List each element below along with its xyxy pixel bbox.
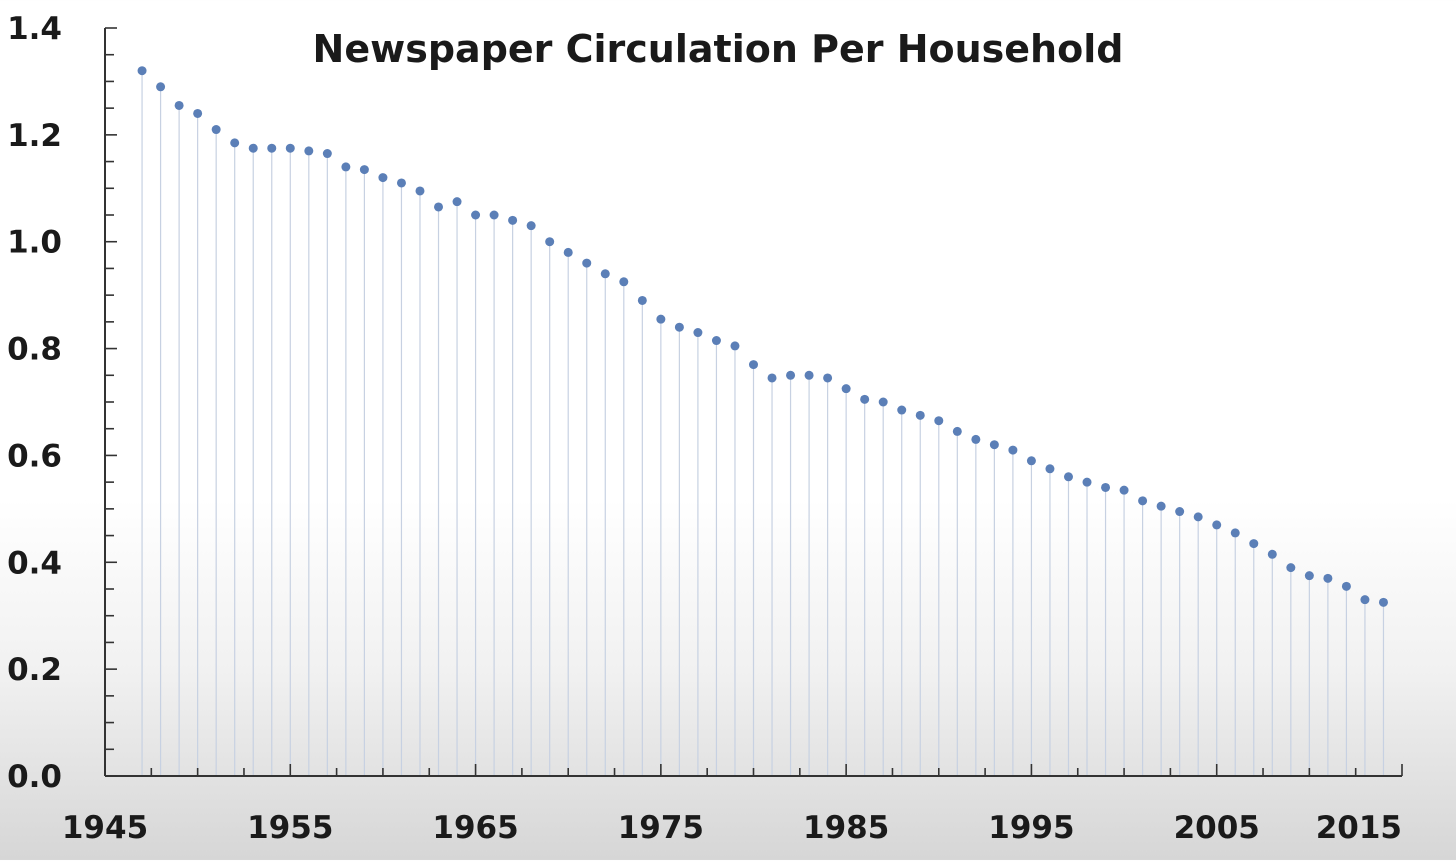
data-point (1212, 520, 1222, 530)
data-point (1286, 563, 1296, 573)
data-points (137, 66, 1388, 607)
data-point (1249, 539, 1259, 549)
data-point (823, 373, 833, 383)
data-point (248, 143, 258, 153)
data-point (841, 384, 851, 394)
data-point (1323, 573, 1333, 583)
data-point (1193, 512, 1203, 522)
data-point (1101, 482, 1111, 492)
data-point (1378, 597, 1388, 607)
x-tick-label: 1965 (432, 810, 518, 846)
data-point (582, 258, 592, 268)
y-tick-label: 0.2 (7, 652, 62, 688)
data-point (1267, 549, 1277, 559)
data-point (897, 405, 907, 415)
x-tick-label: 1945 (62, 810, 148, 846)
data-point (730, 341, 740, 351)
data-point (656, 314, 666, 324)
data-point (915, 410, 925, 420)
data-point (600, 269, 610, 279)
data-point (934, 416, 944, 426)
chart-title: Newspaper Circulation Per Household (313, 27, 1124, 71)
data-point (137, 66, 147, 76)
x-tick-label: 1985 (803, 810, 889, 846)
data-point (489, 210, 499, 220)
data-point (471, 210, 481, 220)
x-tick-label: 2015 (1316, 810, 1402, 846)
data-point (878, 397, 888, 407)
data-point (1119, 485, 1129, 495)
data-point (637, 295, 647, 305)
data-point (860, 394, 870, 404)
y-tick-label: 1.4 (7, 11, 62, 47)
data-point (952, 426, 962, 436)
data-point (304, 146, 314, 156)
data-point (508, 215, 518, 225)
data-point (415, 186, 425, 196)
y-tick-labels: 0.0 0.2 0.4 0.6 0.8 1.0 1.2 1.4 (7, 11, 62, 795)
y-tick-label: 1.2 (7, 118, 62, 154)
x-tick-label: 2005 (1174, 810, 1260, 846)
data-point (1008, 445, 1018, 455)
data-point (526, 221, 536, 231)
data-point (1026, 456, 1036, 466)
y-tick-label: 0.0 (7, 759, 62, 795)
data-point (804, 370, 814, 380)
x-tick-labels: 1945 1955 1965 1975 1985 1995 2005 2015 (62, 810, 1402, 846)
data-point (767, 373, 777, 383)
data-point (1045, 464, 1055, 474)
data-point (341, 162, 351, 172)
data-point (1175, 507, 1185, 517)
data-point (452, 197, 462, 207)
data-point (285, 143, 295, 153)
data-point (378, 173, 388, 183)
data-point (1304, 571, 1314, 581)
data-point (434, 202, 444, 212)
data-point (1230, 528, 1240, 538)
x-tick-label: 1995 (988, 810, 1074, 846)
data-point (1341, 581, 1351, 591)
data-point (619, 277, 629, 287)
data-point (989, 440, 999, 450)
x-tick-label: 1975 (618, 810, 704, 846)
data-point (1082, 477, 1092, 487)
data-point (230, 138, 240, 148)
data-point (1138, 496, 1148, 506)
y-tick-label: 1.0 (7, 225, 62, 261)
axes (104, 27, 1403, 777)
data-point (193, 108, 203, 118)
data-point (322, 149, 332, 159)
data-point (693, 328, 703, 338)
data-point (1156, 501, 1166, 511)
data-point (563, 247, 573, 257)
data-point (711, 336, 721, 346)
data-point (267, 143, 277, 153)
drop-lines (141, 70, 1385, 776)
y-tick-label: 0.4 (7, 545, 62, 581)
data-point (156, 82, 166, 92)
data-point (1063, 472, 1073, 482)
data-point (749, 360, 758, 370)
data-point (211, 125, 221, 135)
data-point (545, 237, 555, 247)
x-tick-label: 1955 (247, 810, 333, 846)
y-tick-label: 0.6 (7, 438, 62, 474)
data-point (174, 100, 184, 110)
data-point (971, 434, 981, 444)
y-tick-label: 0.8 (7, 332, 62, 368)
data-point (396, 178, 406, 188)
data-point (359, 165, 369, 175)
data-point (1360, 595, 1370, 605)
data-point (786, 370, 796, 380)
data-point (674, 322, 684, 332)
